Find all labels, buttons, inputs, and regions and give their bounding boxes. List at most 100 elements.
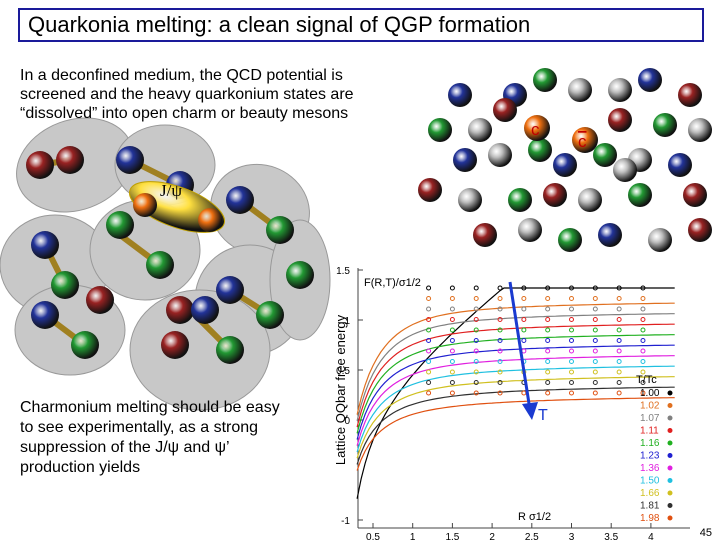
curve-point bbox=[426, 390, 432, 396]
curve-point bbox=[473, 306, 479, 312]
quark-ball bbox=[543, 183, 567, 207]
quark-ball bbox=[668, 153, 692, 177]
quark-ball bbox=[638, 68, 662, 92]
curve-point bbox=[616, 359, 622, 364]
curve-point bbox=[426, 359, 432, 364]
quark-ball bbox=[528, 138, 552, 162]
quark-ball bbox=[31, 231, 59, 259]
curve-point bbox=[497, 285, 503, 291]
curve-point bbox=[449, 369, 455, 375]
curve-point bbox=[497, 348, 503, 354]
legend-label: 1.07 bbox=[640, 413, 660, 424]
curve-point bbox=[640, 317, 646, 322]
legend-label: 1.50 bbox=[640, 476, 660, 487]
quark-ball bbox=[116, 146, 144, 174]
curve-point bbox=[569, 296, 574, 301]
curve-point bbox=[545, 296, 551, 301]
legend-label: 1.66 bbox=[640, 488, 660, 499]
x-tick-label: 3.5 bbox=[604, 532, 618, 540]
quark-ball bbox=[518, 218, 542, 242]
quark-ball bbox=[598, 223, 622, 247]
curve-point bbox=[616, 369, 622, 375]
quark-ball bbox=[572, 127, 598, 153]
quark-ball bbox=[286, 261, 314, 289]
quark-ball bbox=[71, 331, 99, 359]
curve-point bbox=[497, 369, 503, 375]
quark-ball bbox=[553, 153, 577, 177]
curve-point bbox=[449, 327, 455, 333]
curve-point bbox=[521, 306, 527, 312]
y-tick-label: 0 bbox=[344, 416, 350, 427]
arrow-label: T bbox=[538, 407, 548, 424]
legend-marker bbox=[667, 453, 673, 458]
quark-ball bbox=[86, 286, 114, 314]
curve-point bbox=[545, 338, 551, 343]
quark-ball bbox=[533, 68, 557, 92]
curve-point bbox=[616, 390, 622, 396]
curve-point bbox=[426, 380, 432, 385]
intro-text: In a deconfined medium, the QCD potentia… bbox=[20, 67, 354, 122]
curve-point bbox=[449, 380, 455, 385]
curve-point bbox=[426, 348, 432, 354]
legend-title: T/Tc bbox=[636, 374, 657, 386]
curve-point bbox=[426, 296, 432, 301]
quark-ball bbox=[508, 188, 532, 212]
legend-marker bbox=[667, 490, 673, 496]
legend-marker bbox=[667, 428, 673, 433]
curve-point bbox=[521, 317, 527, 322]
curve bbox=[356, 386, 675, 465]
curve-point bbox=[473, 327, 479, 333]
curve-point bbox=[545, 285, 551, 291]
curve-point bbox=[426, 306, 432, 312]
temp-arrow bbox=[508, 281, 532, 411]
curve-point bbox=[640, 348, 646, 354]
curve-point bbox=[640, 380, 646, 385]
curve-point bbox=[426, 317, 432, 322]
quark-ball bbox=[608, 108, 632, 132]
x-tick-label: 2 bbox=[489, 532, 495, 540]
curve-point bbox=[473, 285, 479, 291]
curve bbox=[356, 365, 675, 453]
quark-label: c bbox=[578, 132, 587, 151]
curve-point bbox=[497, 359, 503, 364]
curve-point bbox=[569, 338, 574, 343]
x-label: R σ1/2 bbox=[518, 511, 551, 523]
quark-ball bbox=[161, 331, 189, 359]
y-axis-label: Lattice QQbar free energy bbox=[333, 314, 348, 465]
quark-ball bbox=[51, 271, 79, 299]
quark-ball bbox=[418, 178, 442, 202]
quark-ball bbox=[653, 113, 677, 137]
curve-point bbox=[426, 285, 432, 291]
curve-point bbox=[449, 359, 455, 364]
curve-point bbox=[616, 380, 622, 385]
curve bbox=[356, 287, 675, 499]
legend-label: 1.81 bbox=[640, 501, 660, 512]
curve-point bbox=[616, 317, 622, 322]
curve-point bbox=[545, 348, 551, 354]
quark-ball bbox=[473, 223, 497, 247]
curve-point bbox=[545, 380, 551, 385]
legend-label: 1.16 bbox=[640, 438, 660, 449]
curve bbox=[356, 355, 675, 446]
curve-point bbox=[545, 390, 551, 396]
curve bbox=[356, 397, 675, 471]
curve-point bbox=[473, 359, 479, 364]
curve-point bbox=[592, 380, 598, 385]
x-tick-label: 2.5 bbox=[525, 532, 539, 540]
curve-point bbox=[449, 296, 455, 301]
quark-ball bbox=[524, 115, 550, 141]
slide-title: Quarkonia melting: a clean signal of QGP… bbox=[28, 12, 531, 37]
curve-point bbox=[592, 338, 598, 343]
quark-ball bbox=[453, 148, 477, 172]
quark-ball bbox=[216, 276, 244, 304]
curve-point bbox=[426, 338, 432, 343]
legend-marker bbox=[667, 415, 673, 421]
curve-point bbox=[569, 317, 574, 322]
curve-point bbox=[449, 338, 455, 343]
curve-point bbox=[569, 359, 574, 364]
curve-point bbox=[449, 285, 455, 291]
curve-point bbox=[569, 380, 574, 385]
curve-point bbox=[497, 338, 503, 343]
curve-point bbox=[569, 285, 574, 291]
